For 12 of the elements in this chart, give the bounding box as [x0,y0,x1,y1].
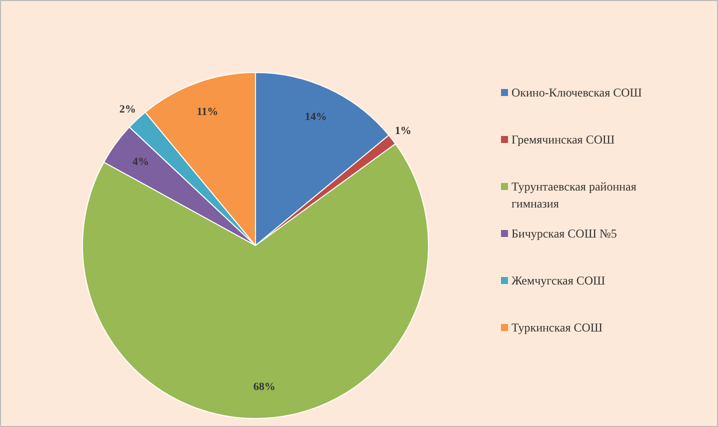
legend-label: Турунтаевская районная гимназия [512,180,637,210]
data-label: 14% [304,111,327,124]
data-label: 11% [196,106,218,118]
data-label: 68% [253,381,276,394]
legend-label: Туркинская СОШ [512,320,603,334]
data-label: 1% [394,124,412,137]
data-label: 4% [132,156,149,168]
legend-label: Гремячинская СОШ [512,132,615,146]
legend-label: Бичурская СОШ №5 [512,226,617,240]
legend-label: Окино-Ключевская СОШ [512,86,642,100]
data-label: 2% [119,103,136,116]
legend-label: Жемчугская СОШ [512,274,606,288]
